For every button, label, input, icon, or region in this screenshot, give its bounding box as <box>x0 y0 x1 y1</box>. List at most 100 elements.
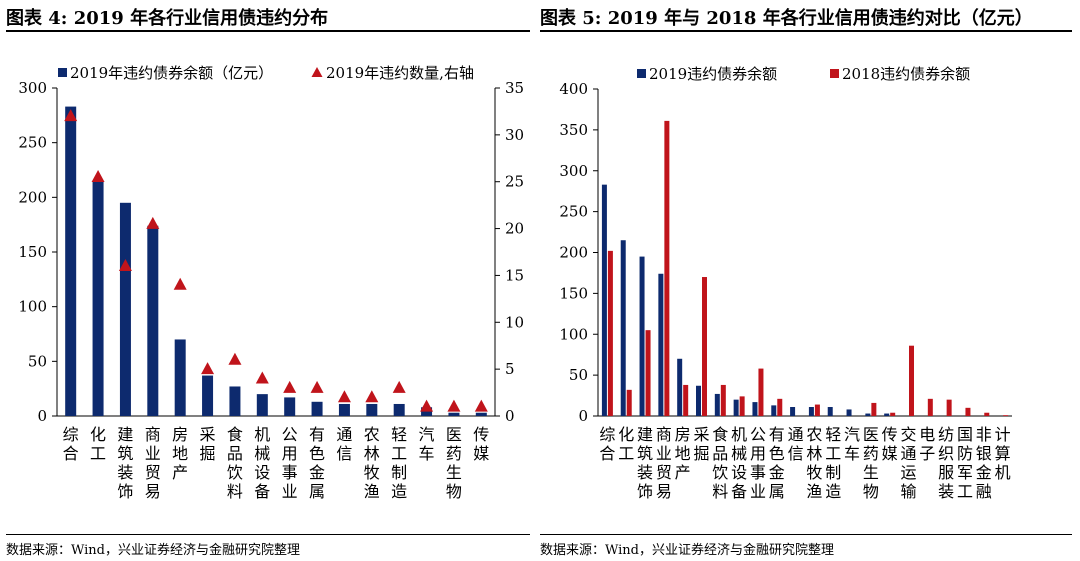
right-bar-2019-balance <box>790 407 796 416</box>
left-marker-2019-count <box>173 277 187 290</box>
left-category-label: 建 <box>117 425 133 444</box>
left-category-label: 有 <box>309 425 325 444</box>
right-bar-2019-balance <box>808 407 814 416</box>
right-category-label: 计 <box>995 425 1011 444</box>
right-category-label: 易 <box>656 482 672 501</box>
right-category-label: 通 <box>900 444 916 463</box>
left-category-label: 业 <box>145 444 161 463</box>
left-marker-2019-count <box>283 380 297 393</box>
right-bar-2019-balance <box>733 399 739 416</box>
left-category-label: 料 <box>227 482 243 501</box>
right-category-label: 属 <box>769 482 785 501</box>
right-category-label: 金 <box>769 463 785 482</box>
right-category-label: 业 <box>656 444 672 463</box>
left-marker-2019-count <box>64 109 78 122</box>
left-chart-y-tick-label: 50 <box>28 352 47 370</box>
right-bar-2018-balance <box>758 368 764 416</box>
right-category-label: 工 <box>618 444 634 463</box>
left-category-label: 商 <box>145 425 161 444</box>
right-legend-2018-label: 2018违约债券余额 <box>842 65 970 83</box>
right-bar-2018-balance <box>984 412 990 416</box>
right-category-label: 林 <box>806 444 822 463</box>
right-chart-y-tick-label: 300 <box>559 162 588 180</box>
right-category-label: 医 <box>863 425 879 444</box>
left-category-label: 筑 <box>117 444 133 463</box>
left-category-label: 用 <box>282 444 298 463</box>
right-category-label: 输 <box>900 482 916 501</box>
right-source-rule <box>540 534 1072 535</box>
left-category-label: 物 <box>446 482 462 501</box>
left-chart-y2-tick-label: 30 <box>505 126 524 144</box>
left-marker-2019-count <box>474 399 488 412</box>
left-chart-y2-tick-label: 0 <box>505 407 515 425</box>
left-chart-y2-tick-label: 5 <box>505 360 515 378</box>
right-legend-2019-label: 2019违约债券余额 <box>649 65 777 83</box>
right-category-label: 农 <box>806 425 822 444</box>
left-category-label: 色 <box>309 444 325 463</box>
left-marker-2019-count <box>337 390 351 403</box>
left-chart-y2-tick-label: 15 <box>505 266 524 284</box>
right-category-label: 渔 <box>806 482 822 501</box>
left-category-label: 房 <box>172 425 188 444</box>
right-title-rule <box>540 30 1072 32</box>
right-category-label: 汽 <box>844 425 860 444</box>
left-category-label: 车 <box>419 444 435 463</box>
left-category-label: 药 <box>446 444 462 463</box>
left-category-label: 轻 <box>391 425 407 444</box>
left-category-label: 金 <box>309 463 325 482</box>
left-category-label: 化 <box>90 425 106 444</box>
right-category-label: 机 <box>731 425 747 444</box>
left-bar-2019-balance <box>393 403 405 416</box>
right-bar-2019-balance <box>846 409 852 416</box>
right-chart-title: 图表 5: 2019 年与 2018 年各行业信用债违约对比（亿元） <box>540 8 1033 29</box>
right-category-label: 制 <box>825 463 841 482</box>
right-bar-2018-balance <box>909 345 914 416</box>
right-category-label: 综 <box>599 425 615 444</box>
left-marker-2019-count <box>118 259 132 272</box>
left-chart-title: 图表 4: 2019 年各行业信用债违约分布 <box>6 8 329 29</box>
right-category-label: 车 <box>844 444 860 463</box>
left-bar-2019-balance <box>92 180 104 416</box>
right-category-label: 交 <box>900 425 916 444</box>
left-marker-2019-count <box>146 216 160 229</box>
right-category-label: 金 <box>976 463 992 482</box>
right-category-label: 物 <box>863 482 879 501</box>
right-category-label: 色 <box>769 444 785 463</box>
right-chart-y-tick-label: 250 <box>559 203 588 221</box>
right-category-label: 军 <box>957 463 973 482</box>
right-category-label: 公 <box>750 425 766 444</box>
right-category-label: 合 <box>599 444 615 463</box>
left-chart-y2-tick-label: 25 <box>505 173 524 191</box>
right-bar-2018-balance <box>645 330 651 416</box>
left-chart-y-tick-label: 100 <box>18 298 47 316</box>
left-category-label: 林 <box>364 444 380 463</box>
right-category-label: 料 <box>712 482 728 501</box>
left-category-label: 牧 <box>364 463 380 482</box>
left-category-label: 贸 <box>145 463 161 482</box>
left-category-label: 易 <box>145 482 161 501</box>
left-bar-2019-balance <box>338 403 350 416</box>
right-bar-2018-balance <box>965 407 971 416</box>
left-bar-2019-balance <box>284 397 296 416</box>
right-bar-2018-balance <box>683 384 689 416</box>
right-category-label: 纺 <box>938 425 954 444</box>
left-category-label: 业 <box>282 482 298 501</box>
left-bar-2019-balance <box>256 394 268 416</box>
right-category-label: 子 <box>919 444 935 463</box>
left-legend-bar-label: 2019年违约债券余额（亿元） <box>70 64 273 82</box>
right-source-note: 数据来源：Wind，兴业证券经济与金融研究院整理 <box>540 543 834 558</box>
left-bar-2019-balance <box>311 401 323 416</box>
right-category-label: 化 <box>618 425 634 444</box>
right-category-label: 建 <box>637 425 653 444</box>
left-category-label: 备 <box>254 482 270 501</box>
left-marker-2019-count <box>91 170 105 183</box>
left-category-label: 饮 <box>227 463 243 482</box>
left-marker-2019-count <box>447 399 461 412</box>
right-bar-2018-balance <box>890 412 896 416</box>
left-source-rule <box>6 534 530 535</box>
right-bar-2018-balance <box>720 384 726 416</box>
left-category-label: 综 <box>63 425 79 444</box>
left-category-label: 装 <box>117 463 133 482</box>
right-bar-2019-balance <box>696 385 701 416</box>
right-chart-y-tick-label: 0 <box>578 407 588 425</box>
